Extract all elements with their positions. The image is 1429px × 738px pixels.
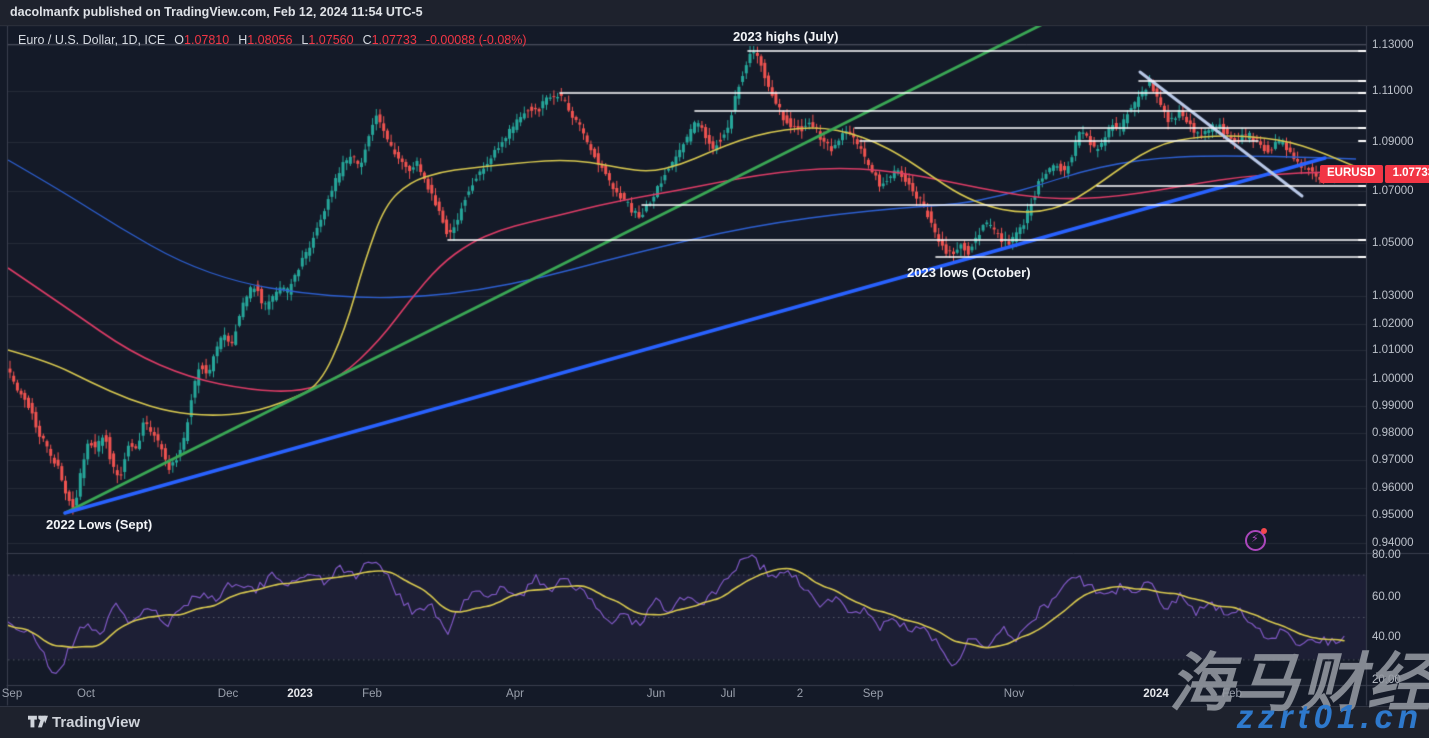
time-label: Sep xyxy=(1,688,23,700)
price-label: 1.01000 xyxy=(1372,344,1414,356)
flash-circle-icon xyxy=(1245,530,1266,551)
time-label: 2024 xyxy=(1143,688,1169,700)
time-label: 2 xyxy=(796,688,804,700)
time-label: Feb xyxy=(362,688,382,700)
price-label: 0.97000 xyxy=(1372,454,1414,466)
rsi-level-label: 60.00 xyxy=(1372,591,1401,603)
badge-price: 1.07733 xyxy=(1384,165,1429,183)
rsi-level-label: 80.00 xyxy=(1372,549,1401,561)
chart-annotation: 2023 highs (July) xyxy=(733,29,839,44)
publish-text: dacolmanfx published on TradingView.com,… xyxy=(10,5,423,19)
ohlc-value: 1.07810 xyxy=(184,33,230,47)
notification-dot xyxy=(1261,528,1267,534)
publish-bar: dacolmanfx published on TradingView.com,… xyxy=(0,0,1429,26)
ohlc-value: 1.08056 xyxy=(247,33,293,47)
tradingview-logo-icon[interactable] xyxy=(28,715,48,732)
watermark-url: zzrt01.cn xyxy=(1236,698,1423,735)
badge-symbol: EURUSD xyxy=(1320,165,1383,183)
price-label: 0.96000 xyxy=(1372,482,1414,494)
lightning-icon: ⚡︎ xyxy=(1251,533,1259,545)
time-label: Jul xyxy=(720,688,736,700)
rsi-level-label: 20.00 xyxy=(1372,674,1401,686)
change-value: -0.00088 (-0.08%) xyxy=(425,33,527,47)
flash-idea-button[interactable]: ⚡︎ xyxy=(1244,528,1268,552)
time-label: Dec xyxy=(217,688,239,700)
ohlc-key: L xyxy=(301,33,309,47)
ohlc-value: 1.07560 xyxy=(308,33,354,47)
price-label: 0.99000 xyxy=(1372,400,1414,412)
ohlc-value: 1.07733 xyxy=(371,33,417,47)
chart-annotation: 2023 lows (October) xyxy=(907,265,1031,280)
time-label: Sep xyxy=(862,688,884,700)
price-label: 0.98000 xyxy=(1372,427,1414,439)
price-label: 1.09000 xyxy=(1372,136,1414,148)
last-price-badge: EURUSD 1.07733 xyxy=(1320,165,1429,183)
time-label: Apr xyxy=(506,688,524,700)
ohlc-key: C xyxy=(362,33,372,47)
chart-legend[interactable]: Euro / U.S. Dollar, 1D, ICE O1.07810 H1.08… xyxy=(18,33,527,47)
price-label: 1.07000 xyxy=(1372,185,1414,197)
ohlc-values: O1.07810 H1.08056 L1.07560 C1.07733 xyxy=(165,33,417,47)
price-label: 0.95000 xyxy=(1372,509,1414,521)
time-label: Jun xyxy=(646,688,666,700)
tradingview-brand[interactable]: TradingView xyxy=(52,714,141,731)
ohlc-key: H xyxy=(238,33,248,47)
time-label: Feb xyxy=(1222,688,1242,700)
price-label: 1.11000 xyxy=(1372,85,1413,97)
symbol-title[interactable]: Euro / U.S. Dollar, 1D, ICE xyxy=(18,33,166,47)
price-label: 1.03000 xyxy=(1372,290,1414,302)
watermark-cn: 海马财经 xyxy=(1169,647,1429,719)
rsi-level-label: 40.00 xyxy=(1372,631,1401,643)
price-label: 0.94000 xyxy=(1372,537,1414,549)
ohlc-key: O xyxy=(174,33,185,47)
chart-annotation: 2022 Lows (Sept) xyxy=(46,517,153,532)
price-label: 1.13000 xyxy=(1372,39,1414,51)
time-label: 2023 xyxy=(287,688,313,700)
price-label: 1.00000 xyxy=(1372,373,1414,385)
price-label: 1.02000 xyxy=(1372,318,1414,330)
time-label: Oct xyxy=(77,688,95,700)
price-label: 1.05000 xyxy=(1372,237,1414,249)
footer-bar: TradingView xyxy=(0,706,1429,738)
time-label: Nov xyxy=(1003,688,1025,700)
